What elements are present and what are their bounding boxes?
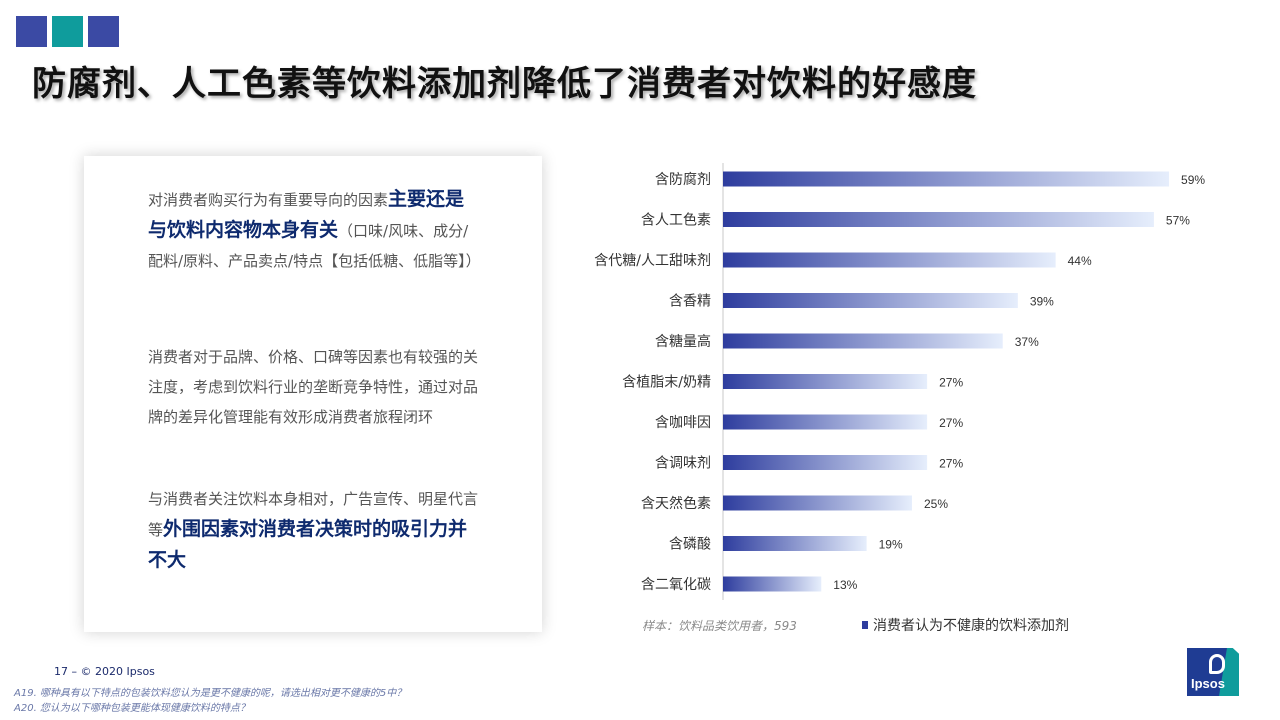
insight-paragraph-1: 对消费者购买行为有重要导向的因素主要还是与饮料内容物本身有关（口味/风味、成分/… — [148, 184, 481, 276]
category-label: 含二氧化碳 — [641, 577, 711, 593]
question-note-a19: A19. 哪种具有以下特点的包装饮料您认为是更不健康的呢，请选出相对更不健康的5… — [14, 688, 407, 699]
bar — [723, 333, 1003, 349]
value-label: 57% — [1166, 214, 1190, 228]
category-label: 含咖啡因 — [655, 415, 711, 431]
bar — [723, 414, 928, 430]
logo-wordmark: Ipsos — [1191, 676, 1225, 691]
value-label: 59% — [1181, 173, 1205, 187]
page-number: 17 – — [54, 665, 77, 678]
insight-card: 对消费者购买行为有重要导向的因素主要还是与饮料内容物本身有关（口味/风味、成分/… — [84, 156, 542, 632]
ipsos-logo: Ipsos — [1187, 648, 1239, 696]
value-label: 19% — [879, 538, 903, 552]
p1-highlight: 主要还是与饮料内容物本身有关 — [148, 188, 465, 241]
value-label: 39% — [1030, 295, 1054, 309]
bar — [723, 293, 1018, 308]
bar — [723, 495, 912, 511]
value-label: 37% — [1015, 335, 1039, 349]
bar — [723, 171, 1170, 187]
category-label: 含糖量高 — [655, 333, 711, 350]
bar — [723, 374, 928, 389]
value-label: 27% — [939, 457, 963, 471]
bar — [723, 455, 928, 470]
value-label: 44% — [1068, 254, 1092, 268]
header-square-blue-left — [16, 16, 47, 47]
p1-text: 对消费者购买行为有重要导向的因素 — [148, 191, 389, 209]
category-label: 含植脂末/奶精 — [622, 375, 711, 391]
p3-highlight: 外围因素对消费者决策时的吸引力并不大 — [148, 518, 468, 571]
category-label: 含人工色素 — [641, 212, 711, 229]
category-label: 含调味剂 — [655, 456, 711, 472]
legend-label: 消费者认为不健康的饮料添加剂 — [873, 617, 1069, 634]
insight-paragraph-3: 与消费者关注饮料本身相对，广告宣传、明星代言等外围因素对消费者决策时的吸引力并不… — [148, 484, 478, 576]
additive-bar-chart: 含防腐剂 59% 含人工色素 57% 含代糖/人工甜味剂 44% 含香精 39% 含糖量高 37%… — [594, 163, 1205, 634]
bar — [723, 252, 1056, 268]
value-label: 27% — [939, 376, 963, 390]
logo-bubble-icon — [1209, 654, 1225, 674]
copyright: © 2020 Ipsos — [80, 665, 155, 678]
value-label: 13% — [833, 578, 857, 592]
category-label: 含防腐剂 — [655, 171, 711, 188]
page-title: 防腐剂、人工色素等饮料添加剂降低了消费者对饮料的好感度 — [32, 64, 977, 104]
insight-paragraph-2: 消费者对于品牌、价格、口碑等因素也有较强的关注度，考虑到饮料行业的垄断竞争特性，… — [148, 348, 479, 426]
footer-page: 17 – © 2020 Ipsos — [54, 665, 155, 678]
question-note-a20: A20. 您认为以下哪种包装更能体现健康饮料的特点？ — [14, 703, 250, 714]
header-square-blue-right — [88, 16, 119, 47]
category-label: 含天然色素 — [641, 495, 711, 512]
value-label: 27% — [939, 416, 963, 430]
bar — [723, 576, 822, 592]
header-square-teal — [52, 16, 83, 47]
sample-note: 样本：饮料品类饮用者，593 — [642, 619, 797, 633]
p3-text: 与消费者关注饮料本身相对，广告宣传、明星代言等 — [148, 490, 479, 539]
legend-swatch — [862, 621, 868, 629]
bar — [723, 212, 1154, 227]
category-label: 含香精 — [669, 294, 711, 310]
category-label: 含代糖/人工甜味剂 — [594, 253, 711, 269]
bar — [723, 536, 867, 551]
value-label: 25% — [924, 497, 948, 511]
p1-detail: （口味/风味、成分/配料/原料、产品卖点/特点【包括低糖、低脂等】） — [148, 222, 481, 270]
category-label: 含磷酸 — [669, 537, 711, 553]
